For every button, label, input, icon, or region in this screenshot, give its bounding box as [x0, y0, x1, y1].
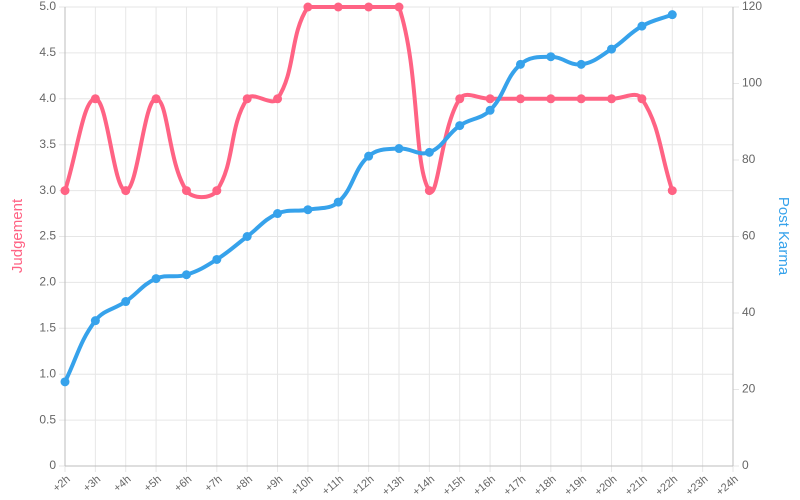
x-tick-label: +10h	[289, 473, 316, 498]
y-tick-label: 0.5	[39, 412, 56, 426]
x-tick-label: +4h	[112, 473, 134, 494]
data-point	[576, 94, 586, 104]
data-point	[273, 209, 283, 219]
x-tick-label: +16h	[471, 473, 498, 498]
y2-tick-label: 120	[742, 0, 762, 13]
x-tick-label: +3h	[81, 473, 103, 494]
data-point	[90, 94, 100, 104]
x-tick-label: +23h	[684, 473, 711, 498]
y-tick-label: 4.5	[39, 45, 56, 59]
data-point	[485, 94, 495, 104]
x-tick-label: +5h	[142, 473, 164, 494]
data-point	[242, 94, 252, 104]
y2-tick-label: 40	[742, 305, 756, 319]
x-tick-label: +8h	[233, 473, 255, 494]
data-point	[212, 186, 222, 196]
y-tick-label: 3.0	[39, 183, 56, 197]
x-tick-label: +7h	[203, 473, 225, 494]
data-point	[515, 59, 525, 69]
y-tick-label: 1.0	[39, 366, 56, 380]
data-point	[637, 94, 647, 104]
data-point	[394, 2, 404, 12]
y2-axis-title: Post Karma	[775, 197, 792, 276]
y-tick-label: 2.0	[39, 275, 56, 289]
x-tick-label: +14h	[410, 473, 437, 498]
data-point	[576, 59, 586, 69]
data-point	[424, 186, 434, 196]
data-point	[212, 254, 222, 264]
data-point	[181, 270, 191, 280]
data-point	[455, 94, 465, 104]
x-tick-label: +13h	[380, 473, 407, 498]
x-tick-label: +12h	[350, 473, 377, 498]
data-point	[60, 186, 70, 196]
data-point	[90, 316, 100, 326]
data-point	[333, 197, 343, 207]
x-tick-label: +22h	[653, 473, 680, 498]
y-tick-label: 3.5	[39, 137, 56, 151]
x-tick-label: +17h	[502, 473, 529, 498]
y2-tick-label: 60	[742, 229, 756, 243]
y-tick-label: 0	[49, 458, 56, 472]
x-tick-label: +20h	[593, 473, 620, 498]
x-tick-label: +24h	[714, 473, 741, 498]
grid-layer	[59, 6, 739, 472]
data-point	[181, 186, 191, 196]
data-point	[364, 2, 374, 12]
data-point	[121, 297, 131, 307]
x-tick-label: +19h	[562, 473, 589, 498]
y2-tick-label: 100	[742, 76, 762, 90]
data-point	[394, 144, 404, 154]
x-tick-label: +18h	[532, 473, 559, 498]
data-point	[333, 2, 343, 12]
data-point	[364, 151, 374, 161]
data-point	[151, 274, 161, 284]
data-point	[121, 186, 131, 196]
data-point	[667, 186, 677, 196]
y2-tick-label: 20	[742, 382, 756, 396]
x-tick-label: +11h	[320, 473, 346, 498]
y2-tick-label: 80	[742, 152, 756, 166]
y2-tick-label: 0	[742, 458, 749, 472]
y-tick-label: 4.0	[39, 91, 56, 105]
data-point	[424, 147, 434, 157]
data-point	[667, 10, 677, 20]
data-point	[546, 52, 556, 62]
x-tick-label: +15h	[441, 473, 468, 498]
data-point	[546, 94, 556, 104]
y-axis-title: Judgement	[9, 198, 26, 273]
y-tick-label: 1.5	[39, 320, 56, 334]
data-point	[515, 94, 525, 104]
x-tick-label: +2h	[51, 473, 73, 494]
y-tick-label: 5.0	[39, 0, 56, 13]
x-tick-label: +21h	[623, 473, 650, 498]
data-point	[151, 94, 161, 104]
data-point	[303, 2, 313, 12]
data-point	[485, 105, 495, 115]
x-tick-label: +9h	[263, 473, 285, 494]
data-point	[607, 94, 617, 104]
y-tick-label: 2.5	[39, 229, 56, 243]
data-point	[303, 205, 313, 215]
data-point	[607, 44, 617, 54]
data-point	[60, 377, 70, 387]
data-point	[637, 21, 647, 31]
data-point	[242, 232, 252, 241]
x-tick-label: +6h	[172, 473, 194, 494]
data-point	[455, 121, 465, 131]
data-point	[273, 94, 283, 104]
